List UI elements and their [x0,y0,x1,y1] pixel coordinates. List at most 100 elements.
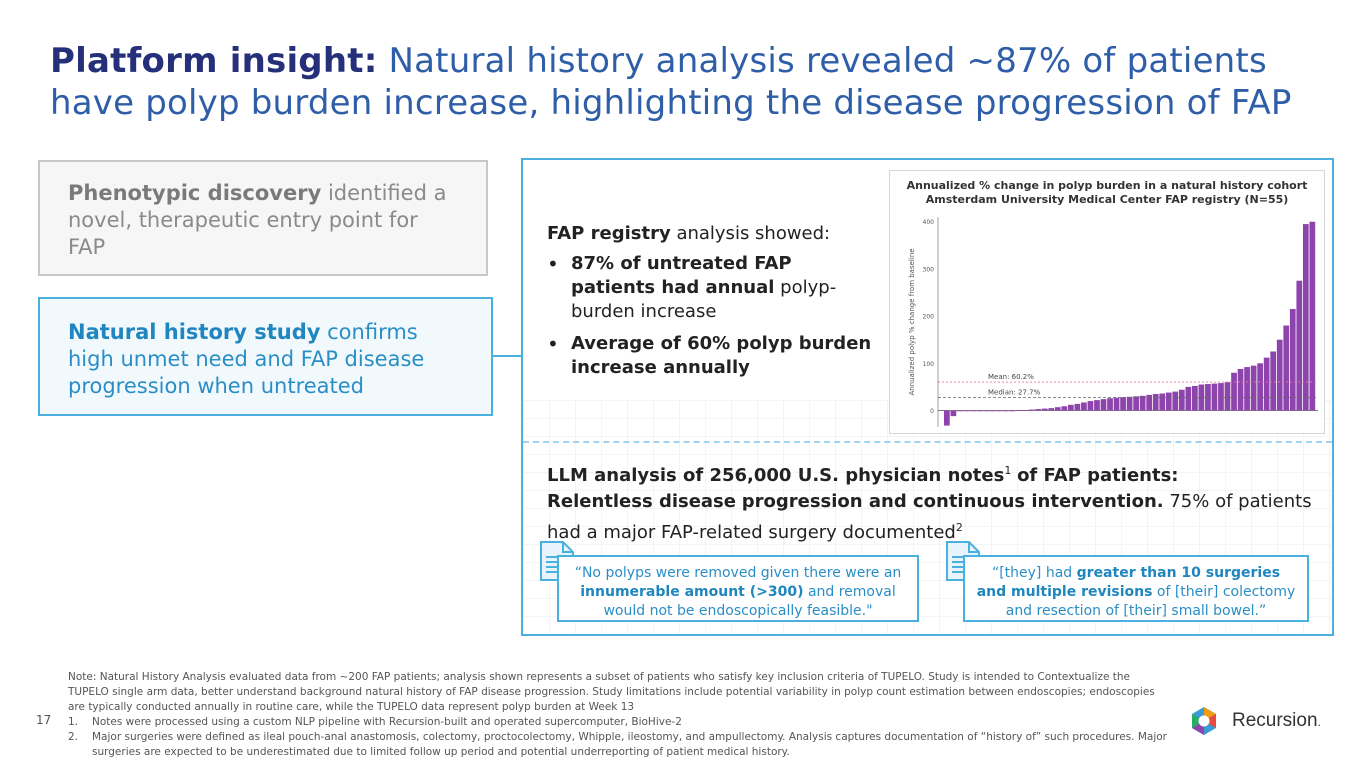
logo-name: Recursion [1232,710,1318,731]
chart-bar [1159,393,1166,411]
polyp-burden-chart: Annualized % change in polyp burden in a… [889,170,1325,434]
chart-bar [1054,407,1061,411]
chart-bar [1100,399,1107,411]
median-label: Median: 27.7% [988,388,1041,396]
recursion-logo: Recursion. [1190,705,1335,737]
connector-line [493,355,523,357]
bullet2-bold: Average of 60% polyp burden increase ann… [571,333,872,378]
chart-bar [996,410,1002,412]
chart-subtitle: Amsterdam University Medical Center FAP … [925,193,1289,206]
chart-bar [1035,409,1042,411]
footnote-2-text: Major surgeries were defined as ileal po… [92,731,1168,758]
y-tick-label: 100 [923,361,935,368]
chart-bar [1074,403,1081,411]
chart-bar [1302,224,1309,411]
quote2-bold2: and multiple revisions [976,584,1153,600]
bullet1-bold: 87% of untreated FAP patients had annual [571,253,792,298]
footnote-1-text: Notes were processed using a custom NLP … [92,716,682,728]
chart-bar [1198,384,1205,411]
natural-bold: Natural history study [68,320,321,344]
chart-bar [957,410,963,412]
quote2-bold1: greater than 10 surgeries [1076,565,1281,581]
chart-bar [989,410,996,412]
section-divider [523,441,1332,443]
chart-bar [1107,398,1113,411]
physician-quote-2: “[they] had greater than 10 surgeries an… [963,555,1309,622]
chart-bar [1002,410,1009,412]
chart-bar [1113,397,1120,411]
footnotes: Note: Natural History Analysis evaluated… [68,670,1168,760]
chart-bar [1250,365,1257,411]
chart-bar [1178,389,1185,411]
physician-quote-1: “No polyps were removed given there were… [557,555,919,622]
quote1-bold: innumerable amount (>300) [580,584,804,600]
recursion-logo-mark-icon [1192,707,1216,735]
chart-title-line1: Annualized % change in polyp burden in a… [906,179,1308,192]
chart-bar [950,410,957,417]
chart-bar [1009,410,1015,412]
registry-intro-bold: FAP registry [547,223,671,244]
chart-bar [1237,368,1244,411]
chart-bar [1061,406,1068,411]
chart-bar [1205,384,1211,411]
llm-line2-bold: Relentless disease [547,491,736,512]
chart-bar [1120,397,1126,411]
slide-title: Platform insight: Natural history analys… [50,40,1330,124]
phenotypic-bold: Phenotypic discovery [68,181,322,205]
chart-bar [1041,408,1048,411]
natural-history-box: Natural history study confirms high unme… [38,297,493,416]
quote1-pre: “No polyps were removed given there were… [574,565,902,581]
chart-bar [963,410,970,412]
phenotypic-discovery-box: Phenotypic discovery identified a novel,… [38,160,488,276]
chart-bar [1087,401,1094,411]
y-tick-label: 0 [930,408,934,415]
chart-bar [1289,309,1296,411]
chart-bar [1172,391,1179,411]
registry-bullets: 87% of untreated FAP patients had annual… [547,252,877,380]
chart-bar [1231,372,1237,411]
chart-bar [1283,325,1290,411]
chart-bar [1126,396,1133,411]
chart-bar [1146,394,1153,411]
chart-bar [1296,280,1303,411]
chart-bar [1244,367,1250,411]
chart-bar [1139,395,1146,411]
evidence-panel: FAP registry analysis showed: 87% of unt… [521,158,1334,636]
chart-bar [1133,396,1139,411]
chart-svg: Annualized polyp % change from baseline … [908,217,1318,427]
chart-bar [1263,357,1270,411]
title-part1: Natural history analysis revealed ~87% o… [388,41,1267,81]
chart-ylabel: Annualized polyp % change from baseline [908,248,916,395]
llm-sup1: 1 [1004,464,1012,477]
llm-line2-text: 75% of patients had a major FAP-related … [547,491,1312,543]
registry-intro-text: analysis showed: [676,223,831,244]
chart-bar [1081,402,1087,411]
quote2-post1: of [their] colectomy [1156,584,1296,600]
registry-bullet-1: 87% of untreated FAP patients had annual… [547,252,877,324]
chart-bar [970,410,976,412]
chart-bar [1068,404,1074,411]
chart-bar [1028,409,1035,411]
chart-bar [1094,400,1100,411]
chart-bar [1218,383,1224,411]
chart-bar [976,410,983,412]
title-part2: have polyp burden increase, highlighting… [50,83,1292,123]
y-tick-label: 200 [923,314,935,321]
chart-bar [1165,392,1172,411]
chart-bar [944,410,950,426]
note-text: Note: Natural History Analysis evaluated… [68,671,1155,713]
quote2-pre: “[they] had [991,565,1073,581]
chart-bar [1276,339,1283,411]
llm-line1-bold: LLM analysis of 256,000 U.S. physician n… [547,465,1005,486]
recursion-logo-text: Recursion. [1225,710,1321,732]
page-number: 17 [36,713,52,727]
y-tick-label: 300 [923,266,935,273]
chart-bar [1048,408,1055,411]
chart-title: Annualized % change in polyp burden in a… [890,179,1324,207]
chart-bar [1309,221,1316,411]
registry-summary: FAP registry analysis showed: 87% of unt… [547,222,877,388]
mean-label: Mean: 60.2% [988,373,1034,381]
llm-sup2: 2 [955,521,963,534]
logo-mark: . [1317,715,1321,729]
footnote-1-number: 1. [68,716,79,728]
